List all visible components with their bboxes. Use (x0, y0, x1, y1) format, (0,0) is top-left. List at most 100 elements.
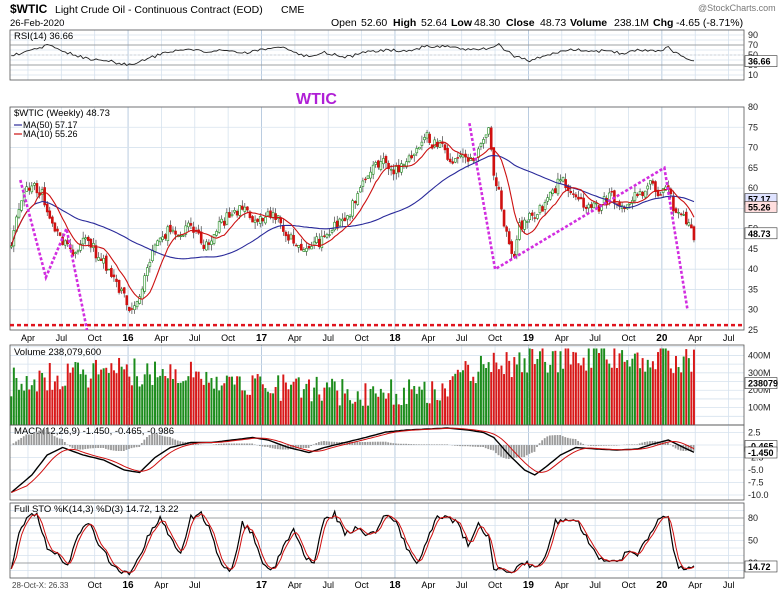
volume-bar (331, 378, 334, 425)
macd-hist-bar (92, 445, 94, 449)
volume-bar (302, 389, 305, 425)
candle-body (153, 244, 157, 252)
volume-bar (346, 389, 349, 425)
x-tick-bottom-5: Apr (288, 580, 302, 589)
candle-body (692, 226, 696, 241)
macd-hist-bar (35, 431, 38, 445)
candle-body (366, 175, 370, 179)
volume-bar (338, 405, 341, 425)
candle-body (587, 204, 591, 209)
price-ytick-10: 75 (748, 122, 758, 132)
macd-hist-bar (25, 434, 28, 445)
volume-bar (423, 381, 426, 425)
macd-hist-bar (289, 445, 292, 450)
candle-body (448, 158, 452, 163)
volume-bar (595, 348, 598, 425)
macd-hist-bar (436, 444, 438, 445)
macd-hist-bar (76, 445, 79, 450)
macd-hist-bar (469, 445, 472, 447)
candle-body (169, 224, 172, 233)
macd-hist-bar (61, 439, 64, 445)
macd-hist-bar (317, 442, 320, 445)
volume-ytick-3: 400M (748, 350, 771, 360)
macd-hist-bar (459, 445, 461, 447)
volume-bar (143, 374, 146, 425)
volume-bar (17, 389, 20, 425)
x-axis-top: Apr Jul Oct 16 Apr Jul Oct 17 Apr Jul Oct 18 Apr Jul O… (21, 333, 734, 344)
macd-hist-bar (441, 444, 443, 445)
volume-bar (120, 366, 123, 425)
candle-body (282, 224, 285, 232)
macd-hist-bar (56, 437, 58, 445)
sto-title: Full STO %K(14,3) %D(3) 14.72, 13.22 (14, 504, 179, 515)
macd-hist-bar (667, 441, 669, 445)
ma10-last-label: 55.26 (744, 201, 778, 213)
macd-hist-bar (536, 445, 538, 447)
candle-body (256, 218, 259, 222)
macd-hist-bar (315, 443, 318, 445)
rsi-ytick-0: 10 (748, 70, 758, 80)
price-last-label-box (744, 227, 778, 240)
macd-hist-bar (292, 445, 295, 449)
candle-body (438, 140, 442, 148)
x-tick-4: Apr (154, 333, 168, 343)
candle-body (543, 202, 547, 210)
macd-hist-bar (146, 437, 148, 445)
quote-volume: 238.1M (614, 17, 649, 29)
volume-bar (582, 357, 585, 425)
candle-body (35, 183, 39, 194)
candle-body (189, 223, 193, 226)
rsi-title: RSI(14) 36.66 (14, 31, 73, 42)
macd-hist-bar (179, 441, 182, 445)
candle-body (451, 161, 455, 164)
candle-body (125, 295, 129, 306)
price-ytick-2: 35 (748, 284, 758, 294)
macd-hist-bar (15, 441, 17, 445)
candle-body (81, 237, 85, 245)
candle-body (317, 238, 321, 248)
volume-bar (59, 389, 62, 425)
candle-body (341, 218, 344, 222)
macd-hist-bar (63, 442, 66, 445)
candle-body (243, 206, 247, 212)
candle-body (492, 147, 496, 176)
macd-hist-bar (566, 437, 569, 445)
volume-bar (284, 382, 287, 425)
volume-bar (25, 376, 28, 425)
candle-body (307, 245, 311, 249)
candle-body (43, 187, 46, 206)
volume-bar (154, 361, 156, 425)
volume-bar (397, 404, 400, 425)
volume-bar (33, 379, 36, 425)
candle-body (284, 231, 288, 237)
candle-body (181, 235, 185, 237)
x-tick-20: Apr (688, 333, 702, 343)
macd-hist-bar (320, 441, 323, 445)
volume-bar (485, 368, 488, 425)
volume-bar (690, 371, 693, 425)
volume-bar (451, 376, 454, 425)
candle-body (261, 217, 265, 222)
candle-body (564, 179, 567, 189)
volume-bar (687, 358, 690, 425)
macd-hist-bar (400, 443, 402, 445)
macd-hist-bar (633, 444, 636, 445)
macd-hist-bar (171, 438, 174, 445)
wtic-annotation: WTIC (296, 91, 337, 108)
candle-body (371, 164, 375, 175)
candle-body (63, 240, 67, 246)
volume-bar (236, 376, 239, 425)
macd-title: MACD(12,26,9) -1.450, -0.465, -0.986 (14, 426, 174, 437)
volume-bar (148, 374, 151, 425)
macd-hist-bar (115, 445, 118, 451)
x-tick-5: Jul (189, 333, 201, 343)
quote-open-label: Open (331, 17, 357, 29)
candle-body (33, 183, 36, 186)
macd-hist-bar (169, 437, 171, 445)
volume-bar (592, 348, 595, 425)
candle-body (174, 230, 177, 235)
x-tick-17: Jul (589, 333, 601, 343)
macd-ytick-5: -10.0 (748, 490, 769, 500)
candle-body (235, 210, 239, 216)
macd-hist-bar (412, 444, 415, 445)
